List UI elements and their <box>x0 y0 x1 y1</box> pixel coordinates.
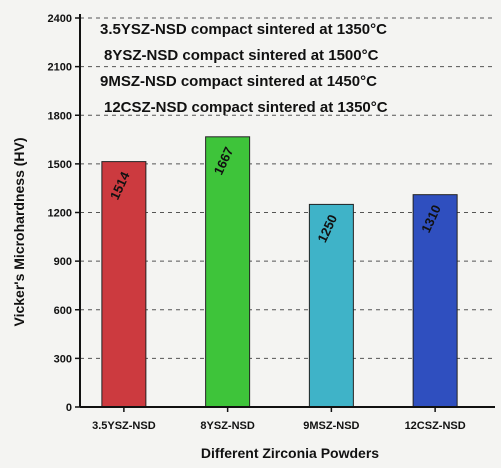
legend: 3.5YSZ-NSD compact sintered at 1350°C 8YS… <box>100 21 388 116</box>
y-tick-label: 900 <box>54 256 72 268</box>
y-tick-label: 2100 <box>48 62 72 74</box>
bar <box>205 136 251 408</box>
y-tick-label: 1500 <box>48 159 72 171</box>
legend-entry: 12CSZ-NSD compact sintered at 1350°C <box>104 99 388 116</box>
x-tick-labels: 3.5YSZ-NSD 8YSZ-NSD 9MSZ-NSD 12CSZ-NSD <box>92 420 466 432</box>
y-tick-label: 2400 <box>48 13 72 25</box>
x-tick-label: 8YSZ-NSD <box>200 420 254 432</box>
x-tick-label: 12CSZ-NSD <box>405 420 466 432</box>
x-tick-label: 3.5YSZ-NSD <box>92 420 156 432</box>
y-tick-label: 0 <box>66 402 72 414</box>
y-tick-label: 300 <box>54 353 72 365</box>
bar <box>308 203 354 408</box>
legend-entry: 8YSZ-NSD compact sintered at 1500°C <box>104 47 379 64</box>
legend-entry: 3.5YSZ-NSD compact sintered at 1350°C <box>100 21 387 38</box>
y-tick-label: 1200 <box>48 208 72 220</box>
x-tick-label: 9MSZ-NSD <box>303 420 359 432</box>
y-tick-label: 600 <box>54 305 72 317</box>
axes-group <box>75 14 495 412</box>
y-tick-label: 1800 <box>48 110 72 122</box>
bar <box>101 161 147 408</box>
legend-entry: 9MSZ-NSD compact sintered at 1450°C <box>100 73 377 90</box>
x-axis-title: Different Zirconia Powders <box>201 445 379 461</box>
y-tick-labels: 0 300 600 900 1200 1500 1800 2100 2400 <box>48 13 72 414</box>
y-axis-title: Vicker's Microhardness (HV) <box>11 137 27 326</box>
